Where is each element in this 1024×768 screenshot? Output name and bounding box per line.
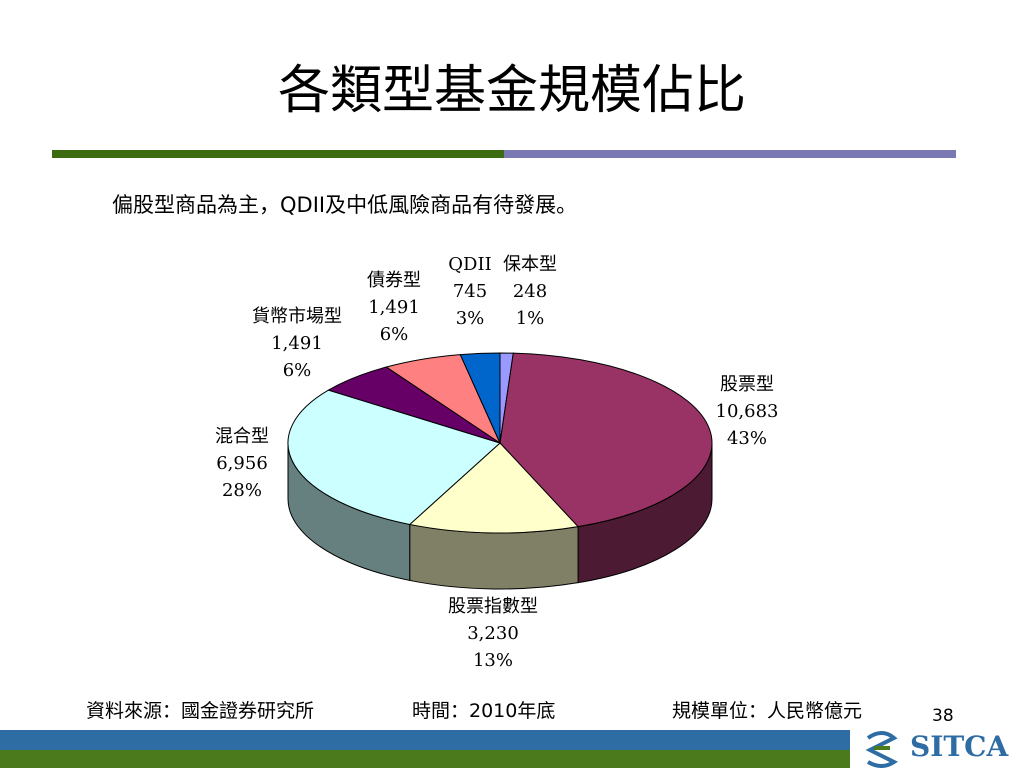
slice-4-label-label: 貨幣市場型: [252, 306, 342, 327]
slice-4-percent-label: 6%: [283, 360, 312, 381]
page-title: 各類型基金規模佔比: [277, 61, 746, 121]
slice-5-percent-label: 6%: [380, 324, 409, 345]
slice-6-percent-label: 3%: [456, 308, 485, 329]
slice-1-top: [499, 352, 713, 528]
slice-3-label-label: 混合型: [215, 426, 269, 447]
slice-5-label-label: 債券型: [367, 270, 421, 291]
slice-2-value-label: 3,230: [467, 623, 519, 644]
slice-4-value-label: 1,491: [271, 333, 323, 354]
footer-unit: 規模單位：人民幣億元: [672, 700, 863, 722]
slice-6-top: [459, 352, 501, 444]
slice-2-side: [409, 523, 579, 590]
slice-1-value-label: 10,683: [716, 401, 779, 422]
slice-3-percent-label: 28%: [222, 480, 262, 501]
slice-2-percent-label: 13%: [473, 650, 513, 671]
slice-0-value-label: 248: [513, 281, 547, 302]
slice-3-value-label: 6,956: [216, 453, 268, 474]
slice-6-value-label: 745: [453, 281, 487, 302]
slice-5-value-label: 1,491: [368, 297, 420, 318]
footer-band-bottom: [0, 750, 850, 768]
page-number: 38: [932, 706, 954, 726]
pie-tops: [287, 352, 713, 534]
slice-1-percent-label: 43%: [727, 428, 767, 449]
footer-source: 資料來源：國金證券研究所: [86, 700, 315, 722]
logo-text: SITCA: [910, 730, 1009, 763]
slice-0-label-label: 保本型: [503, 254, 557, 275]
slice-1-label-label: 股票型: [720, 374, 774, 395]
slice-2-label-label: 股票指數型: [448, 596, 538, 617]
pie-sides: [287, 442, 713, 590]
title-rule-left: [52, 150, 504, 158]
slice-3-top: [287, 389, 501, 525]
title-rule-right: [504, 150, 956, 158]
slice-6-label-label: QDII: [448, 254, 491, 275]
pie-labels: 保本型 248 1% 股票型 10,683 43% 股票指數型 3,230 13% 混合型 6,95…: [215, 254, 778, 671]
footer-time: 時間：2010年底: [412, 700, 556, 722]
sitca-logo: SITCA: [860, 728, 1020, 768]
slice-2-top: [408, 442, 580, 534]
sitca-logo-icon: [865, 731, 898, 768]
footer-band-top: [0, 730, 850, 750]
slice-0-percent-label: 1%: [516, 308, 545, 329]
subtitle: 偏股型商品為主，QDII及中低風險商品有待發展。: [112, 193, 578, 217]
